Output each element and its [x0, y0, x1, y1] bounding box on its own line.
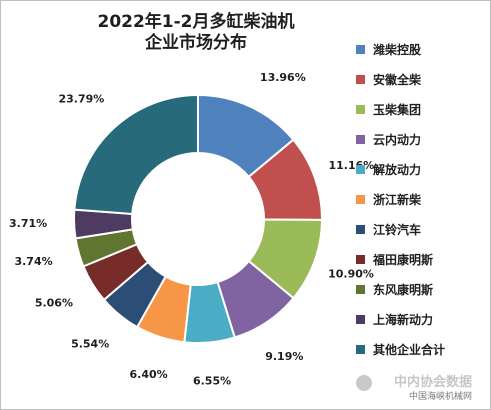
legend-item-1: 潍柴控股: [356, 34, 486, 64]
legend-item-3: 玉柴集团: [356, 94, 486, 124]
legend-item-7: 江铃汽车: [356, 214, 486, 244]
legend-item-2: 安徽全柴: [356, 64, 486, 94]
watermark-line1: 中内协会数据: [393, 375, 472, 390]
legend-item-5: 解放动力: [356, 154, 486, 184]
legend-item-11: 其他企业合计: [356, 334, 486, 364]
donut-value-labels: 13.96%11.16%10.90%9.19%6.55%6.40%5.54%5.…: [9, 71, 374, 387]
legend-swatch-11: [356, 344, 365, 354]
legend-swatch-4: [356, 134, 365, 144]
value-label-11: 23.79%: [58, 92, 104, 105]
watermark-line2: 中国海峡机械网: [408, 392, 472, 402]
legend-label-1: 潍柴控股: [373, 42, 422, 57]
legend-label-6: 浙江新柴: [373, 192, 422, 207]
value-label-8: 5.06%: [35, 296, 73, 309]
value-label-4: 9.19%: [265, 350, 303, 363]
legend-swatch-9: [356, 284, 365, 294]
legend-label-7: 江铃汽车: [373, 222, 422, 237]
legend-label-4: 云内动力: [373, 132, 422, 147]
legend-label-5: 解放动力: [373, 162, 422, 177]
value-label-9: 3.74%: [14, 255, 52, 268]
donut-slice-11: [73, 93, 199, 216]
legend-label-2: 安徽全柴: [373, 72, 422, 87]
legend-swatch-5: [356, 164, 365, 174]
legend-swatch-6: [356, 194, 365, 204]
legend-item-6: 浙江新柴: [356, 184, 486, 214]
legend-label-11: 其他企业合计: [373, 342, 446, 357]
value-label-7: 5.54%: [71, 337, 109, 350]
watermark: 中内协会数据 中国海峡机械网: [356, 374, 472, 403]
legend-swatch-1: [356, 44, 365, 54]
value-label-6: 6.40%: [130, 368, 168, 381]
legend-item-9: 东风康明斯: [356, 274, 486, 304]
value-label-10: 3.71%: [9, 217, 47, 230]
legend-swatch-8: [356, 254, 365, 264]
legend-swatch-2: [356, 74, 365, 84]
donut-slices: [73, 93, 324, 344]
watermark-logo-icon: [356, 375, 372, 391]
chart-title: 2022年1-2月多缸柴油机 企业市场分布: [41, 12, 351, 54]
legend-label-9: 东风康明斯: [373, 282, 434, 297]
legend-swatch-7: [356, 224, 365, 234]
value-label-3: 10.90%: [328, 268, 374, 281]
chart-title-line1: 2022年1-2月多缸柴油机: [97, 12, 295, 32]
legend-swatch-3: [356, 104, 365, 114]
legend-label-8: 福田康明斯: [373, 252, 434, 267]
legend-item-8: 福田康明斯: [356, 244, 486, 274]
legend-item-4: 云内动力: [356, 124, 486, 154]
chart-title-line2: 企业市场分布: [145, 33, 247, 53]
value-label-1: 13.96%: [260, 71, 306, 84]
legend-swatch-10: [356, 314, 365, 324]
legend-item-10: 上海新动力: [356, 304, 486, 334]
legend-label-3: 玉柴集团: [373, 102, 422, 117]
value-label-5: 6.55%: [193, 374, 231, 387]
chart-legend: 潍柴控股安徽全柴玉柴集团云内动力解放动力浙江新柴江铃汽车福田康明斯东风康明斯上海…: [356, 34, 486, 364]
legend-label-10: 上海新动力: [373, 312, 434, 327]
